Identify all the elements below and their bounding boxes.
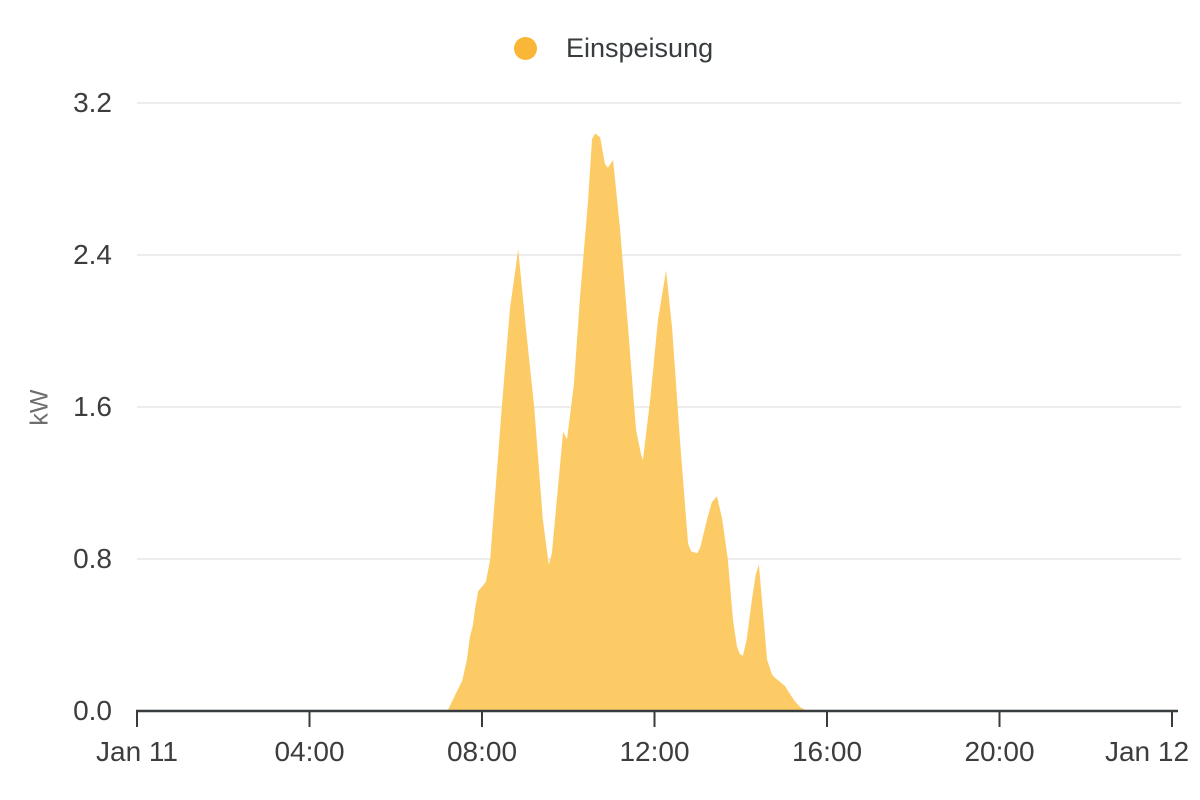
x-axis-label-04-00: 04:00: [274, 736, 345, 767]
x-axis-label-20-00: 20:00: [964, 736, 1035, 767]
y-axis-label-1.6: 1.6: [73, 391, 112, 422]
einspeisung-legend-label: Einspeisung: [566, 33, 714, 63]
einspeisung-legend-marker-icon: [514, 37, 537, 60]
y-axis-label-3.2: 3.2: [73, 87, 112, 118]
x-axis-label-jan-12: Jan 12: [1104, 736, 1190, 767]
y-axis-label-0.8: 0.8: [73, 543, 112, 574]
x-axis-label-16-00: 16:00: [791, 736, 863, 767]
y-axis-label-2.4: 2.4: [73, 239, 112, 270]
x-axis-label-jan-11: Jan 11: [96, 736, 178, 767]
einspeisung-area-series: [447, 133, 808, 711]
x-axis-label-12-00: 12:00: [619, 736, 690, 767]
y-axis-label-0.0: 0.0: [73, 695, 112, 726]
chart-legend-item-einspeisung[interactable]: Einspeisung: [514, 35, 713, 62]
x-axis-label-08-00: 08:00: [446, 736, 518, 767]
